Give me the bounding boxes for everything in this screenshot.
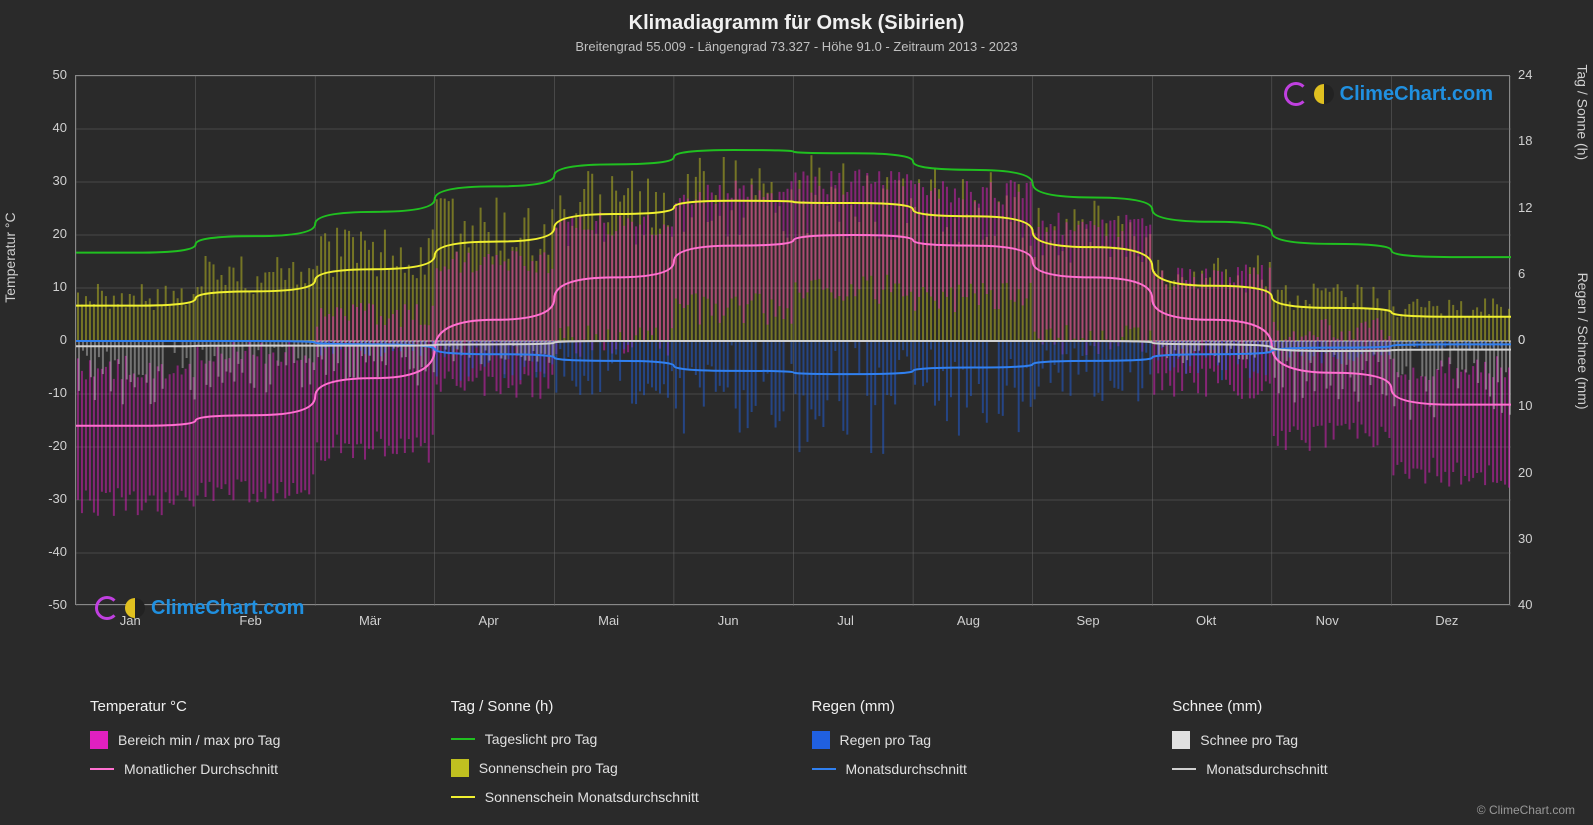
x-tick: Dez: [1435, 613, 1458, 628]
y-right-top-tick: 6: [1518, 266, 1525, 281]
y-left-tick: 10: [53, 279, 67, 294]
y-left-tick: -40: [48, 544, 67, 559]
legend-item: Monatlicher Durchschnitt: [90, 761, 451, 777]
x-tick: Nov: [1316, 613, 1339, 628]
legend-items: Bereich min / max pro Tag Monatlicher Dur…: [90, 731, 451, 777]
legend-line-icon: [812, 768, 836, 770]
y-left-tick: 0: [60, 332, 67, 347]
legend-item: Sonnenschein pro Tag: [451, 759, 812, 777]
y-right-bottom-tick: 10: [1518, 398, 1532, 413]
y-axis-right-top-label: Tag / Sonne (h): [1575, 64, 1591, 160]
legend-header: Tag / Sonne (h): [451, 698, 812, 715]
legend-label: Tageslicht pro Tag: [485, 731, 598, 747]
y-left-tick: 50: [53, 67, 67, 82]
y-axis-left-label: Temperatur °C: [2, 212, 18, 302]
x-tick: Mär: [359, 613, 381, 628]
legend-items: Schnee pro Tag Monatsdurchschnitt: [1172, 731, 1533, 777]
x-tick: Jul: [837, 613, 854, 628]
legend-label: Bereich min / max pro Tag: [118, 732, 280, 748]
legend-label: Monatsdurchschnitt: [846, 761, 967, 777]
y-left-tick: -30: [48, 491, 67, 506]
y-right-bottom-tick: 40: [1518, 597, 1532, 612]
x-tick: Apr: [479, 613, 499, 628]
legend-label: Monatlicher Durchschnitt: [124, 761, 278, 777]
legend-swatch: [1172, 731, 1190, 749]
logo-c-icon: [95, 596, 119, 620]
legend-header: Temperatur °C: [90, 698, 451, 715]
y-left-tick: -50: [48, 597, 67, 612]
legend-label: Monatsdurchschnitt: [1206, 761, 1327, 777]
x-tick: Sep: [1076, 613, 1099, 628]
logo-sun-icon: [1314, 84, 1334, 104]
y-left-tick: -10: [48, 385, 67, 400]
legend-col-rain: Regen (mm) Regen pro Tag Monatsdurchschni…: [812, 698, 1173, 805]
watermark: ClimeChart.com: [95, 596, 304, 620]
climate-chart: Klimadiagramm für Omsk (Sibirien) Breite…: [0, 0, 1593, 825]
legend-line-icon: [1172, 768, 1196, 770]
legend-item: Bereich min / max pro Tag: [90, 731, 451, 749]
chart-subtitle: Breitengrad 55.009 - Längengrad 73.327 -…: [0, 35, 1593, 54]
legend-header: Schnee (mm): [1172, 698, 1533, 715]
chart-title: Klimadiagramm für Omsk (Sibirien): [0, 0, 1593, 35]
x-tick: Aug: [957, 613, 980, 628]
legend-line-icon: [451, 796, 475, 798]
copyright: © ClimeChart.com: [1477, 803, 1575, 817]
x-tick: Okt: [1196, 613, 1216, 628]
y-right-top-tick: 18: [1518, 133, 1532, 148]
legend-items: Regen pro Tag Monatsdurchschnitt: [812, 731, 1173, 777]
legend-label: Sonnenschein Monatsdurchschnitt: [485, 789, 699, 805]
legend-item: Regen pro Tag: [812, 731, 1173, 749]
plot-svg: [76, 76, 1511, 606]
y-right-bottom-tick: 20: [1518, 465, 1532, 480]
legend-swatch: [90, 731, 108, 749]
legend-label: Regen pro Tag: [840, 732, 932, 748]
plot-area: [75, 75, 1510, 605]
legend-item: Monatsdurchschnitt: [1172, 761, 1533, 777]
legend-item: Monatsdurchschnitt: [812, 761, 1173, 777]
logo-c-icon: [1284, 82, 1308, 106]
legend-header: Regen (mm): [812, 698, 1173, 715]
legend-item: Sonnenschein Monatsdurchschnitt: [451, 789, 812, 805]
y-right-top-tick: 24: [1518, 67, 1532, 82]
watermark-text: ClimeChart.com: [1340, 83, 1493, 106]
legend-col-daylight: Tag / Sonne (h) Tageslicht pro Tag Sonnen…: [451, 698, 812, 805]
y-left-tick: 30: [53, 173, 67, 188]
y-right-bottom-tick: 0: [1518, 332, 1525, 347]
legend-item: Tageslicht pro Tag: [451, 731, 812, 747]
legend-line-icon: [90, 768, 114, 770]
x-tick: Jun: [718, 613, 739, 628]
legend-line-icon: [451, 738, 475, 740]
y-right-top-tick: 12: [1518, 200, 1532, 215]
legend-items: Tageslicht pro Tag Sonnenschein pro Tag So…: [451, 731, 812, 805]
y-left-tick: -20: [48, 438, 67, 453]
legend: Temperatur °C Bereich min / max pro Tag M…: [90, 698, 1533, 805]
x-tick: Mai: [598, 613, 619, 628]
legend-label: Schnee pro Tag: [1200, 732, 1298, 748]
logo-sun-icon: [125, 598, 145, 618]
legend-swatch: [812, 731, 830, 749]
y-left-tick: 40: [53, 120, 67, 135]
watermark-text: ClimeChart.com: [151, 597, 304, 620]
legend-label: Sonnenschein pro Tag: [479, 760, 618, 776]
legend-col-temperature: Temperatur °C Bereich min / max pro Tag M…: [90, 698, 451, 805]
y-right-bottom-tick: 30: [1518, 531, 1532, 546]
legend-swatch: [451, 759, 469, 777]
y-axis-right-bottom-label: Regen / Schnee (mm): [1575, 273, 1591, 410]
legend-col-snow: Schnee (mm) Schnee pro Tag Monatsdurchsch…: [1172, 698, 1533, 805]
legend-item: Schnee pro Tag: [1172, 731, 1533, 749]
y-left-tick: 20: [53, 226, 67, 241]
watermark: ClimeChart.com: [1284, 82, 1493, 106]
